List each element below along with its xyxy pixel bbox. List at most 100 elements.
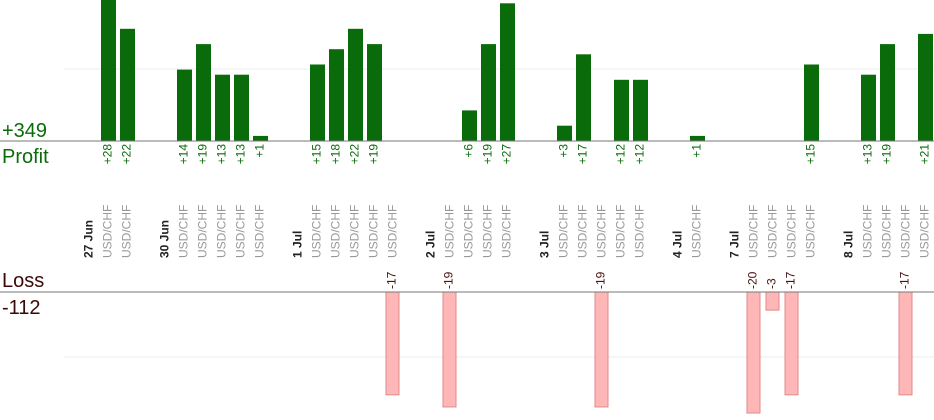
loss-total: -112: [2, 297, 41, 319]
loss-value-label: -17: [784, 271, 798, 289]
loss-bars: [385, 291, 913, 414]
loss-value-label: -3: [765, 278, 779, 289]
pair-label: USD/CHF: [215, 205, 229, 258]
loss-value-label: -17: [385, 271, 399, 289]
profit-bar: [804, 64, 819, 141]
profit-value-label: +3: [557, 144, 571, 158]
profit-bar: [918, 33, 933, 141]
profit-value-label: +1: [690, 144, 704, 158]
pair-label: USD/CHF: [329, 205, 343, 258]
profit-total: +349: [2, 120, 47, 142]
day-label: 8 Jul: [842, 231, 856, 258]
profit-bar: [481, 44, 496, 141]
pair-label: USD/CHF: [804, 205, 818, 258]
pair-label: USD/CHF: [481, 205, 495, 258]
profit-value-label: +1: [253, 144, 267, 158]
profit-value-label: +19: [196, 144, 210, 165]
day-label: 30 Jun: [158, 220, 172, 258]
pair-label: USD/CHF: [443, 205, 457, 258]
profit-value-label: +14: [177, 144, 191, 165]
profit-bar: [234, 74, 249, 141]
profit-value-label: +28: [101, 144, 115, 165]
profit-value-label: +15: [310, 144, 324, 165]
profit-bar: [690, 135, 705, 141]
profit-value-label: +12: [633, 144, 647, 165]
profit-bar: [557, 125, 572, 141]
pair-label: USD/CHF: [614, 205, 628, 258]
pair-label: USD/CHF: [234, 205, 248, 258]
profit-value-label: +19: [880, 144, 894, 165]
profit-value-label: +22: [348, 144, 362, 165]
pair-label: USD/CHF: [310, 205, 324, 258]
profit-value-label: +13: [234, 144, 248, 165]
profit-value-label: +15: [804, 144, 818, 165]
profit-bar: [348, 28, 363, 141]
day-label: 27 Jun: [82, 220, 96, 258]
pair-label: USD/CHF: [595, 205, 609, 258]
profit-bar: [196, 44, 211, 141]
pair-label: USD/CHF: [101, 205, 115, 258]
pair-label: USD/CHF: [576, 205, 590, 258]
day-label: 4 Jul: [671, 231, 685, 258]
pair-label: USD/CHF: [557, 205, 571, 258]
loss-value-label: -19: [594, 271, 608, 289]
day-label: 2 Jul: [424, 231, 438, 258]
profit-bar: [329, 49, 344, 142]
pair-label: USD/CHF: [177, 205, 191, 258]
loss-label: Loss: [2, 270, 44, 292]
profit-value-label: +18: [329, 144, 343, 165]
profit-bar: [633, 79, 648, 141]
pair-label: USD/CHF: [899, 205, 913, 258]
profit-bar: [367, 44, 382, 141]
profit-value-label: +12: [614, 144, 628, 165]
loss-bar: [746, 291, 761, 414]
loss-bar: [765, 291, 780, 311]
day-label: 7 Jul: [728, 231, 742, 258]
profit-bars: [101, 0, 933, 142]
profit-bar: [500, 3, 515, 141]
loss-value-label: -17: [898, 271, 912, 289]
profit-value-label: +17: [576, 144, 590, 165]
pair-label: USD/CHF: [880, 205, 894, 258]
loss-bar: [385, 291, 400, 396]
profit-label: Profit: [2, 146, 49, 168]
loss-bar: [784, 291, 799, 396]
profit-bar: [880, 44, 895, 141]
pair-label: USD/CHF: [766, 205, 780, 258]
pair-label: USD/CHF: [462, 205, 476, 258]
profit-value-label: +6: [462, 144, 476, 158]
loss-bar: [594, 291, 609, 408]
profit-value-label: +21: [918, 144, 932, 165]
pair-label: USD/CHF: [861, 205, 875, 258]
pair-label: USD/CHF: [367, 205, 381, 258]
loss-value-label: -20: [746, 271, 760, 289]
profit-bar: [576, 54, 591, 141]
pair-label: USD/CHF: [348, 205, 362, 258]
profit-value-label: +13: [861, 144, 875, 165]
pair-label: USD/CHF: [120, 205, 134, 258]
pair-label: USD/CHF: [633, 205, 647, 258]
profit-bar: [215, 74, 230, 141]
profit-value-label: +27: [500, 144, 514, 165]
day-label: 1 Jul: [291, 231, 305, 258]
pair-label: USD/CHF: [500, 205, 514, 258]
profit-bar: [253, 135, 268, 141]
profit-bar: [177, 69, 192, 141]
profit-bar: [462, 110, 477, 141]
profit-bar: [861, 74, 876, 141]
profit-value-label: +19: [367, 144, 381, 165]
profit-value-label: +19: [481, 144, 495, 165]
profit-bar: [120, 28, 135, 141]
pair-label: USD/CHF: [253, 205, 267, 258]
profit-bar: [101, 0, 116, 142]
pair-label: USD/CHF: [747, 205, 761, 258]
pair-label: USD/CHF: [690, 205, 704, 258]
profit-value-label: +13: [215, 144, 229, 165]
profit-value-label: +22: [120, 144, 134, 165]
pair-label: USD/CHF: [386, 205, 400, 258]
pair-label: USD/CHF: [196, 205, 210, 258]
loss-value-label: -19: [442, 271, 456, 289]
loss-bar: [898, 291, 913, 396]
profit-bar: [614, 79, 629, 141]
